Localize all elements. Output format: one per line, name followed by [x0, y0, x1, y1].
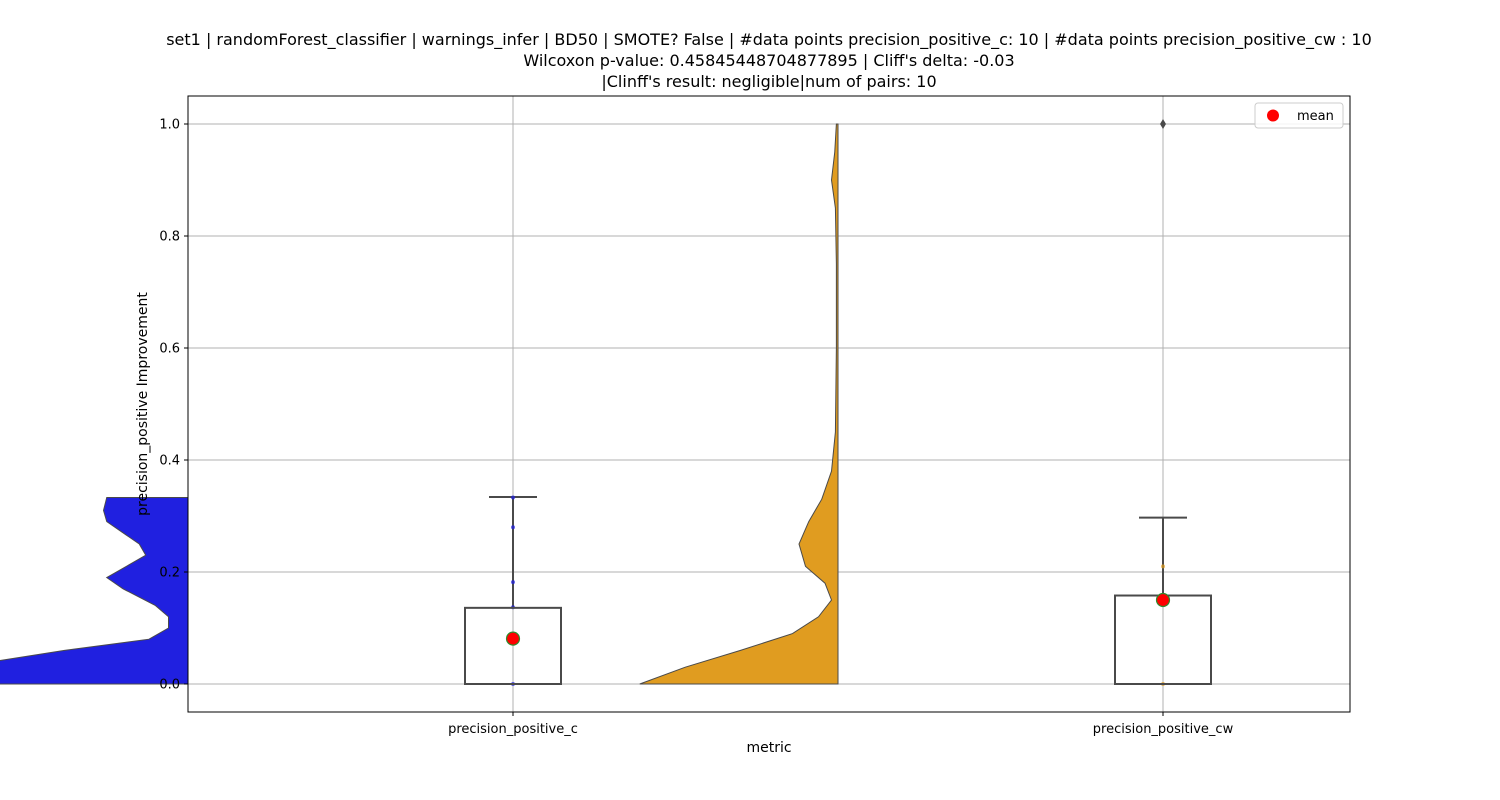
- data-point: [511, 525, 515, 530]
- legend-mean-label: mean: [1297, 109, 1334, 124]
- chart-title-line-3: |Clinff's result: negligible|num of pair…: [601, 72, 937, 91]
- violin-precision_positive_c: [0, 497, 189, 685]
- axes: 0.0 0.2 0.4 0.6 0.8 1.0 precision_positive_c pr…: [159, 118, 1233, 738]
- y-tick-label: 1.0: [159, 118, 180, 133]
- mean-marker: [505, 631, 521, 646]
- data-point: [511, 580, 515, 585]
- y-tick-label: 0.0: [159, 678, 180, 693]
- x-tick-label: precision_positive_c: [448, 722, 578, 737]
- violin-precision_positive_cw: [639, 123, 839, 685]
- x-axis-label: metric: [746, 740, 791, 756]
- y-tick-label: 0.8: [159, 230, 180, 245]
- plot-frame: [187, 95, 1351, 713]
- data-point: [1161, 564, 1165, 569]
- legend: mean: [1254, 102, 1344, 129]
- grid-lines: [188, 96, 1350, 712]
- mean-marker: [1155, 592, 1171, 608]
- y-tick-label: 0.4: [159, 454, 180, 469]
- chart-title-line-2: Wilcoxon p-value: 0.45845448704877895 | …: [523, 51, 1015, 70]
- chart-title-line-1: set1 | randomForest_classifier | warning…: [166, 30, 1372, 49]
- x-tick-label: precision_positive_cw: [1093, 722, 1234, 737]
- y-tick-label: 0.6: [159, 342, 180, 357]
- legend-box: [1254, 102, 1344, 129]
- legend-mean-marker: [1267, 109, 1279, 122]
- y-axis-label: precision_positive Improvement: [135, 292, 151, 516]
- outlier-marker: [1160, 119, 1166, 129]
- boxplots: [464, 119, 1212, 686]
- data-point: [511, 495, 515, 500]
- violins: [0, 123, 839, 685]
- y-tick-label: 0.2: [159, 566, 180, 581]
